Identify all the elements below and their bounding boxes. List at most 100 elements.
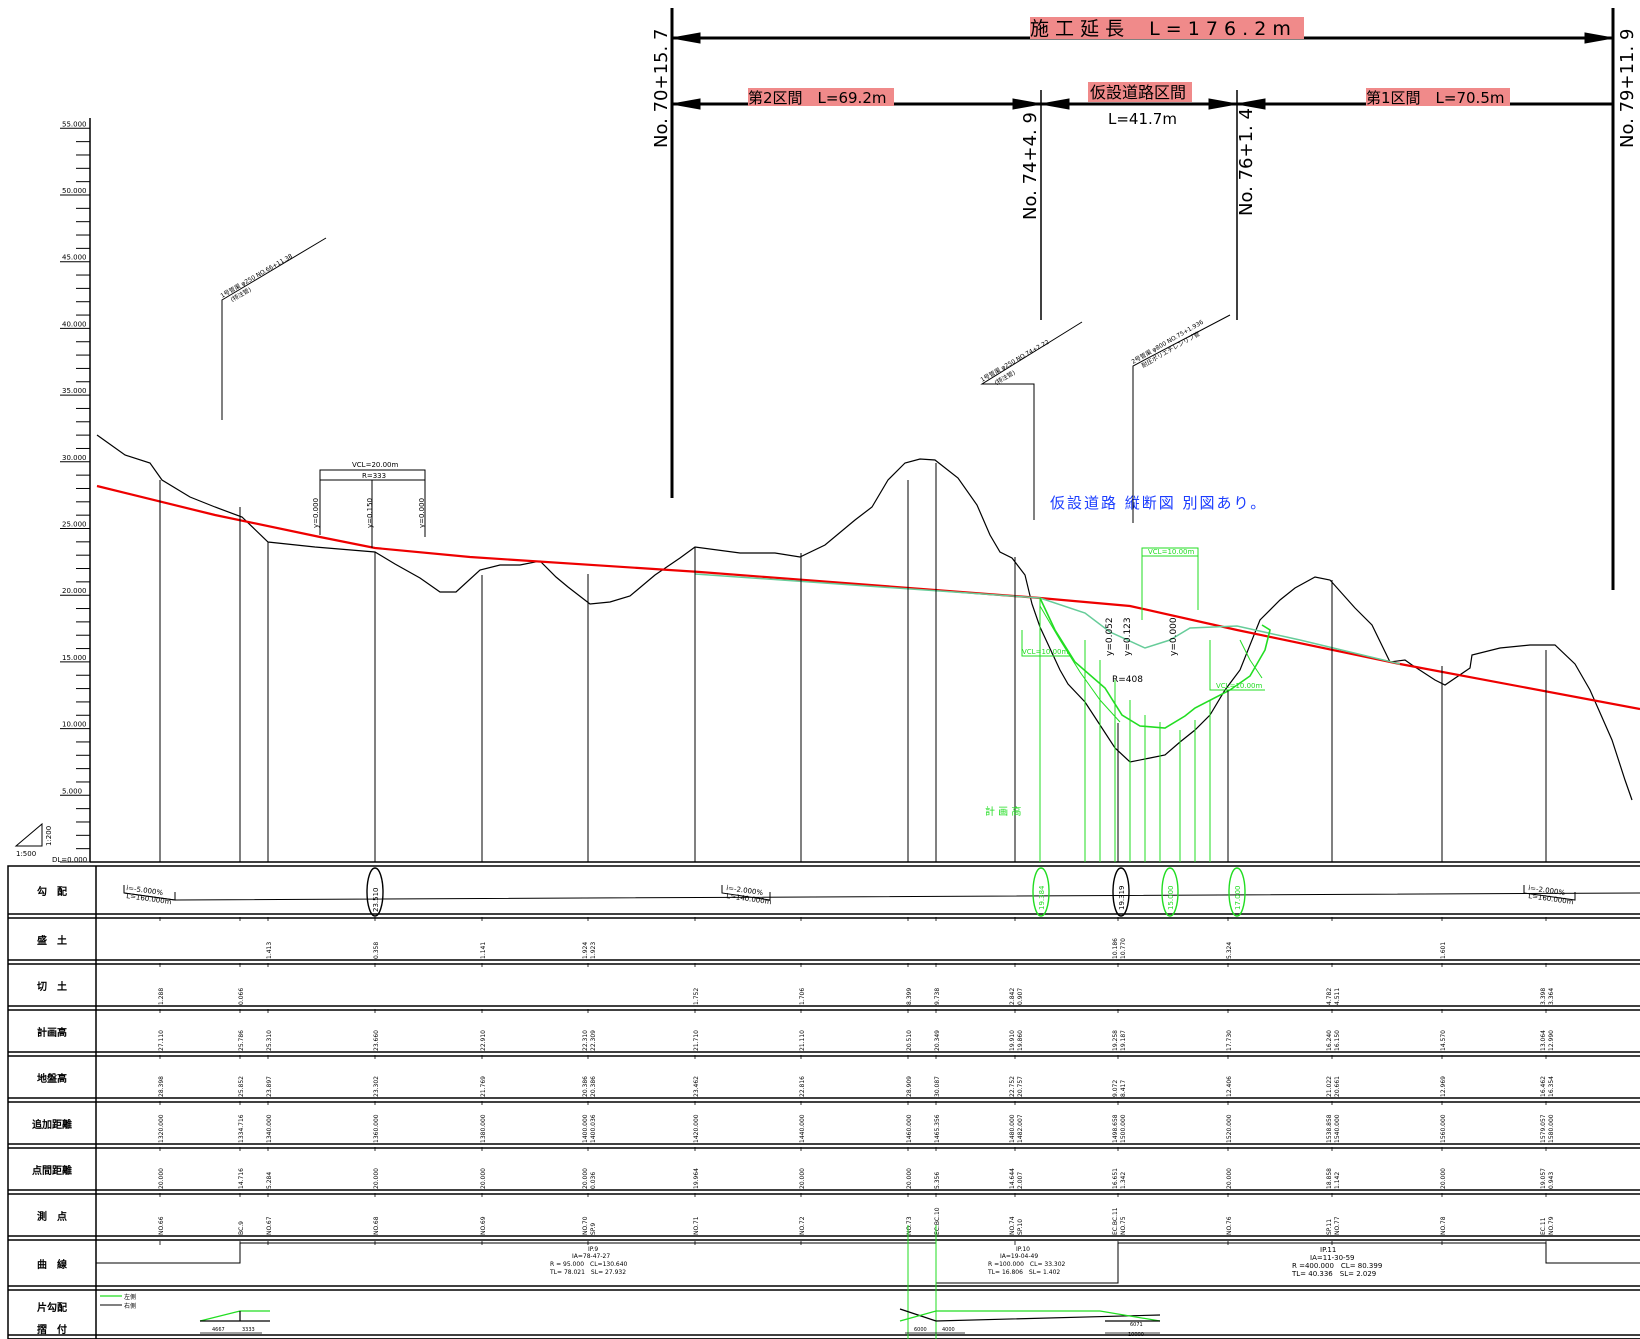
column-value: 1.601 [1440, 942, 1447, 959]
column-value: 1482.007 [1017, 1114, 1024, 1143]
column-value: 16.651 [1112, 1168, 1119, 1189]
column-value: 16.354 [1548, 1076, 1555, 1097]
column-value: 16.150 [1334, 1030, 1341, 1051]
column-value: 9.738 [934, 988, 941, 1005]
column-value: NO.71 [693, 1216, 700, 1235]
column-value: 1580.000 [1548, 1114, 1555, 1143]
column-value: 1360.000 [373, 1114, 380, 1143]
column-value: 22.309 [590, 1030, 597, 1051]
temp-road-length: L=41.7m [1108, 110, 1177, 128]
plan-height-green-label: 計 画 高 [985, 805, 1021, 818]
row-label: 追加距離 [32, 1118, 72, 1131]
column-value: 25.310 [266, 1030, 273, 1051]
column-value: 19.258 [1112, 1030, 1119, 1051]
oval5-value: 17.000 [1234, 886, 1242, 911]
ip11-tl: TL= 40.336 SL= 2.029 [1291, 1270, 1376, 1278]
y-axis-labels: 55.000 50.000 45.000 40.000 35.000 30.000 25.0… [62, 120, 87, 795]
column-value: EC.11 [1540, 1217, 1547, 1235]
column-value: 20.000 [582, 1168, 589, 1189]
column-value: 1579.057 [1540, 1114, 1547, 1143]
super-f: 10000 [1128, 1332, 1144, 1338]
ground-profile [96, 434, 1633, 801]
column-value: NO.74 [1009, 1216, 1016, 1235]
curve-band [96, 1242, 1640, 1284]
grade2-length: L=140.000m [726, 892, 772, 906]
column-value: 20.000 [373, 1168, 380, 1189]
column-value: NO.68 [373, 1216, 380, 1235]
column-value: 18.858 [1326, 1168, 1333, 1189]
vertical-curve-2 [1021, 547, 1265, 691]
column-value: 1334.716 [238, 1114, 245, 1143]
y-axis [60, 118, 91, 863]
legend-left: 左側 [124, 1293, 136, 1301]
column-value: 1.142 [1334, 1172, 1341, 1189]
column-value: 25.852 [238, 1076, 245, 1097]
column-value: 20.000 [1226, 1168, 1233, 1189]
ip9-tl: TL= 78.021 SL= 27.932 [549, 1269, 626, 1276]
column-value: EC.BC.10 [934, 1207, 941, 1235]
temp-r-label: R=408 [1112, 675, 1143, 685]
column-value: NO.77 [1334, 1216, 1341, 1235]
y-axis-label: 40.000 [62, 320, 87, 328]
column-value: NO.75 [1120, 1216, 1127, 1235]
y-axis-label: 35.000 [62, 387, 87, 395]
temp-road-sides [1039, 605, 1263, 723]
column-value: 19.964 [693, 1168, 700, 1189]
column-value: 27.110 [158, 1030, 165, 1051]
column-value: NO.67 [266, 1216, 273, 1235]
column-value: 20.000 [158, 1168, 165, 1189]
grade-segments [123, 885, 1576, 901]
column-value: 1.752 [693, 988, 700, 1005]
column-value: EC.BC.11 [1112, 1207, 1119, 1235]
column-value: NO.66 [158, 1216, 165, 1235]
column-value: 14.716 [238, 1168, 245, 1189]
y-axis-label: 45.000 [62, 254, 87, 262]
station-lines [159, 463, 1547, 862]
station-left: No. 70+15. 7 [651, 29, 672, 148]
pipe2-note: 1号管渠 φ250 NO.74+2.22 [979, 338, 1051, 384]
column-value: 25.786 [238, 1030, 245, 1051]
grade-line [123, 892, 1640, 901]
column-value: NO.69 [480, 1216, 487, 1235]
oval1-value: 23.510 [372, 888, 380, 913]
column-value: NO.72 [799, 1216, 806, 1235]
ip9-r: R = 95.000 CL=130.640 [550, 1261, 628, 1268]
column-value: 23.897 [266, 1076, 273, 1097]
column-value: 28.398 [158, 1076, 165, 1097]
temp-road-profile [1039, 597, 1271, 729]
column-value: 20.000 [480, 1168, 487, 1189]
column-value: 20.000 [906, 1168, 913, 1189]
column-value: 5.324 [1226, 942, 1233, 959]
column-value: SP.10 [1017, 1219, 1024, 1235]
row-label: 測 点 [37, 1210, 67, 1223]
column-value: NO.78 [1440, 1216, 1447, 1235]
row-label: 地盤高 [37, 1072, 67, 1085]
column-value: 1560.000 [1440, 1114, 1447, 1143]
column-value: 20.386 [582, 1076, 589, 1097]
column-value: 1.141 [480, 942, 487, 959]
pipe3-note: 2号管渠 φ800 NO.75+1.936 [1130, 318, 1205, 366]
column-value: 22.910 [480, 1030, 487, 1051]
column-value: 19.860 [1017, 1030, 1024, 1051]
total-length-label: 施 工 延 長 L = 1 7 6 . 2 m [1030, 18, 1291, 40]
column-value: 9.072 [1112, 1080, 1119, 1097]
vcl3-label: VCL=10.00m [1022, 648, 1068, 656]
ip11-title: IP.11 [1320, 1246, 1336, 1254]
y-axis-label: 5.000 [62, 787, 82, 795]
oval2-value: 19.384 [1038, 885, 1046, 910]
section1-label: 第1区間 L=70.5m [1366, 89, 1504, 107]
column-value: 4.511 [1334, 988, 1341, 1005]
row-lines [8, 913, 1640, 1339]
column-value: 19.057 [1540, 1168, 1547, 1189]
column-value: 20.000 [1440, 1168, 1447, 1189]
y4-label: y=0.052 [1105, 617, 1115, 656]
super-e: 6071 [1130, 1322, 1143, 1328]
column-value: 20.757 [1017, 1076, 1024, 1097]
column-value: 1.923 [590, 942, 597, 959]
column-value: 1400.036 [590, 1114, 597, 1143]
column-value: 12.969 [1440, 1076, 1447, 1097]
column-value: 3.364 [1548, 988, 1555, 1005]
column-value: 5.284 [266, 1172, 273, 1189]
superelevation-legend: 左側 右側 [100, 1293, 136, 1310]
